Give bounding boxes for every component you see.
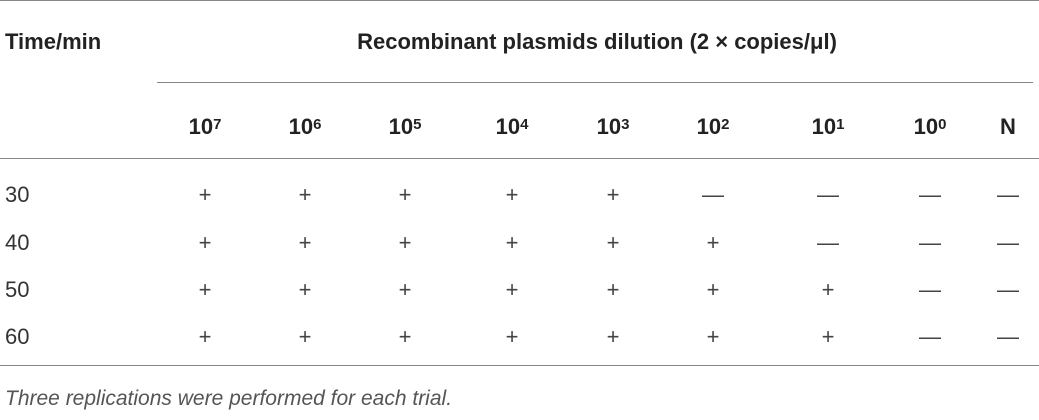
top-rule	[0, 0, 1039, 1]
cell: +	[505, 277, 519, 302]
cell: +	[505, 182, 519, 207]
cell: +	[298, 230, 312, 255]
cell: —	[919, 182, 941, 207]
cell: —	[919, 230, 941, 255]
cell: +	[298, 324, 312, 349]
cell: +	[398, 230, 412, 255]
cell: +	[821, 324, 835, 349]
cell: +	[198, 324, 212, 349]
column-exponent: 3	[621, 116, 630, 133]
cell: +	[198, 182, 212, 207]
cell: +	[505, 324, 519, 349]
cell: +	[398, 324, 412, 349]
cell: +	[606, 324, 620, 349]
column-header: 107	[189, 114, 222, 140]
column-header: 102	[697, 114, 730, 140]
row-label-header: Time/min	[5, 29, 102, 54]
column-exponent: 5	[413, 116, 422, 133]
column-exponent: 0	[938, 116, 947, 133]
column-base: 10	[388, 114, 414, 139]
column-header: N	[1000, 114, 1016, 140]
row-label: 60	[5, 324, 30, 349]
row-label: 40	[5, 230, 30, 255]
column-base: 10	[913, 114, 939, 139]
cell: —	[702, 182, 724, 207]
column-exponent: 4	[520, 116, 529, 133]
footnote: Three replications were performed for ea…	[5, 387, 453, 410]
column-header: 101	[812, 114, 845, 140]
cell: —	[997, 230, 1019, 255]
row-label: 30	[5, 182, 30, 207]
column-header: 104	[496, 114, 529, 140]
cell: +	[398, 182, 412, 207]
cell: +	[606, 277, 620, 302]
column-header: 100	[914, 114, 947, 140]
group-rule	[157, 82, 1033, 83]
cell: —	[817, 230, 839, 255]
cell: +	[298, 277, 312, 302]
cell: —	[817, 182, 839, 207]
column-exponent: 1	[836, 116, 845, 133]
cell: +	[606, 230, 620, 255]
cell: +	[706, 230, 720, 255]
column-exponent: 6	[313, 116, 322, 133]
column-base: 10	[188, 114, 214, 139]
column-header: 103	[597, 114, 630, 140]
cell: —	[997, 277, 1019, 302]
group-header: Recombinant plasmids dilution (2 × copie…	[357, 29, 837, 54]
column-base: 10	[495, 114, 521, 139]
bottom-rule	[0, 365, 1039, 366]
cell: +	[505, 230, 519, 255]
column-base: 10	[811, 114, 837, 139]
cell: +	[198, 277, 212, 302]
column-exponent: 2	[721, 116, 730, 133]
cell: +	[298, 182, 312, 207]
column-base: 10	[288, 114, 314, 139]
column-base: 10	[596, 114, 622, 139]
cell: +	[706, 324, 720, 349]
cell: —	[919, 277, 941, 302]
cell: —	[919, 324, 941, 349]
column-base: N	[1000, 114, 1016, 139]
column-header: 106	[289, 114, 322, 140]
cell: —	[997, 182, 1019, 207]
column-base: 10	[696, 114, 722, 139]
column-exponent: 7	[213, 116, 222, 133]
cell: —	[997, 324, 1019, 349]
column-header: 105	[389, 114, 422, 140]
row-label: 50	[5, 277, 30, 302]
cell: +	[606, 182, 620, 207]
cell: +	[398, 277, 412, 302]
cell: +	[706, 277, 720, 302]
cell: +	[198, 230, 212, 255]
header-rule	[0, 158, 1039, 159]
cell: +	[821, 277, 835, 302]
